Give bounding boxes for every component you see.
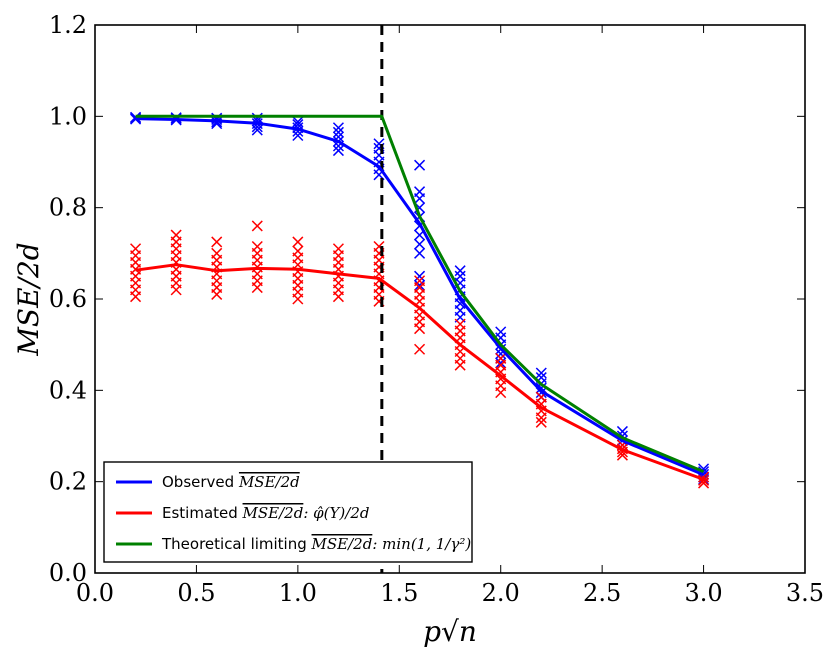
x-axis-label: p√n [423, 615, 477, 648]
legend-entry-estimated: Estimated MSE/2d: φ̂(Y)/2d [116, 504, 369, 522]
legend-label-estimated-prefix: Estimated [162, 504, 243, 522]
plot-marks [130, 25, 710, 573]
scatter-point-estimated [251, 220, 263, 232]
series-line-observed [135, 117, 705, 477]
y-tick-label: 0.2 [49, 468, 87, 496]
scatter-point-estimated [170, 284, 182, 296]
scatter-point-estimated [251, 282, 263, 294]
y-tick-label: 0.0 [49, 559, 87, 587]
scatter-point-observed [535, 367, 547, 379]
legend-label-estimated-math: MSE/2d [242, 504, 304, 522]
scatter-point-estimated [414, 343, 426, 355]
scatter-point-observed [454, 265, 466, 277]
scatter-point-estimated [454, 359, 466, 371]
scatter-point-estimated [332, 291, 344, 303]
legend-entry-observed: Observed MSE/2d [116, 473, 300, 491]
y-tick-label: 1.2 [49, 11, 87, 39]
y-tick-label: 0.6 [49, 285, 87, 313]
scatter-point-observed [414, 279, 426, 291]
x-tick-label: 3.5 [786, 579, 824, 607]
y-tick-label: 1.0 [49, 102, 87, 130]
x-tick-label: 2.0 [482, 579, 520, 607]
scatter-point-observed [332, 145, 344, 157]
series-line-estimated [135, 263, 705, 481]
legend-entry-theoretical: Theoretical limiting MSE/2d: min(1, 1/γ²… [116, 535, 471, 553]
scatter-point-observed [414, 270, 426, 282]
legend-box [103, 461, 473, 563]
scatter-point-observed [251, 124, 263, 136]
legend-label-theoretical-prefix: Theoretical limiting [161, 535, 312, 553]
legend-label-observed-math: MSE/2d [238, 473, 300, 491]
legend-label-theoretical: Theoretical limiting MSE/2d: min(1, 1/γ²… [161, 535, 471, 553]
scatter-point-observed [414, 247, 426, 259]
scatter-point-estimated [414, 323, 426, 335]
scatter-point-estimated [292, 293, 304, 305]
scatter-point-estimated [130, 291, 142, 303]
scatter-point-observed [414, 159, 426, 171]
x-tick-label: 2.5 [583, 579, 621, 607]
scatter-point-observed [414, 193, 426, 205]
legend-label-theoretical-math: MSE/2d [311, 535, 373, 553]
y-tick-label: 0.8 [49, 194, 87, 222]
y-axis-label: MSE/2d [12, 242, 45, 356]
series-line-theoretical-limiting [135, 114, 705, 473]
scatter-point-estimated [211, 236, 223, 248]
scatter-point-estimated [535, 416, 547, 428]
y-tick-label: 0.4 [49, 376, 87, 404]
scatter-point-observed [332, 122, 344, 134]
x-tick-label: 1.0 [279, 579, 317, 607]
scatter-point-observed [292, 129, 304, 142]
legend-label-estimated: Estimated MSE/2d: φ̂(Y)/2d [162, 504, 369, 522]
scatter-point-estimated [292, 236, 304, 248]
legend-label-estimated-suffix: : φ̂(Y)/2d [303, 504, 369, 522]
scatter-point-estimated [211, 288, 223, 300]
scatter-point-estimated [535, 412, 547, 424]
scatter-point-observed [332, 126, 344, 138]
scatter-point-observed [535, 382, 547, 394]
scatter-point-estimated [495, 387, 507, 399]
legend-label-observed: Observed MSE/2d [162, 473, 300, 491]
legend-label-observed-prefix: Observed [162, 473, 239, 491]
x-tick-label: 1.5 [380, 579, 418, 607]
x-tick-label: 3.0 [684, 579, 722, 607]
legend-label-theoretical-suffix: : min(1, 1/γ²) [372, 535, 471, 553]
scatter-point-observed [414, 238, 426, 250]
scatter-point-observed [495, 357, 507, 369]
axis-ticks: 0.0 0.5 1.0 1.5 2.0 2.5 3.0 3.5 0.0 0.2 0.4 0.6 0.8 1… [49, 11, 824, 607]
legend: Observed MSE/2d Estimated MSE/2d: φ̂(Y)/… [103, 461, 473, 563]
x-tick-label: 0.0 [76, 579, 114, 607]
x-tick-label: 0.5 [177, 579, 215, 607]
